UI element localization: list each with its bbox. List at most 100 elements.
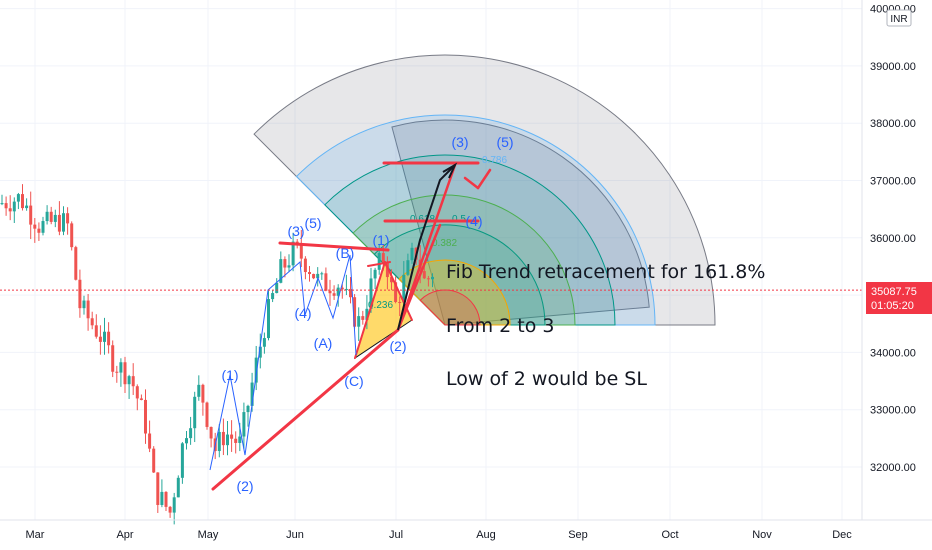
annotation-stop-loss: Low of 2 would be SL: [446, 368, 647, 390]
price-tick-label: 36000.00: [870, 233, 916, 245]
candle-body: [271, 293, 275, 300]
fib-fan-ring: [324, 154, 616, 326]
fib-level-label: 0.236: [368, 300, 393, 311]
month-tick-label: May: [198, 529, 219, 541]
candle-body: [205, 402, 209, 427]
wave-label: (3): [287, 223, 304, 239]
trend-line: [396, 163, 457, 332]
candle-body: [217, 431, 221, 452]
candle-body: [295, 241, 299, 244]
price-tick-label: 32000.00: [870, 462, 916, 474]
candle-body: [303, 258, 307, 273]
candle-body: [357, 316, 361, 327]
month-tick-label: Jul: [389, 529, 403, 541]
candle-body: [242, 412, 246, 437]
candle-body: [377, 253, 381, 270]
fib-fan-ring: [352, 194, 576, 326]
candle-body: [156, 472, 160, 505]
trend-drawings[interactable]: [209, 161, 492, 491]
candle-body: [115, 371, 119, 373]
candle-body: [238, 436, 242, 443]
candle-body: [312, 274, 316, 279]
candle-body: [152, 448, 156, 473]
trend-line: [211, 328, 400, 491]
candle-body: [221, 431, 225, 446]
candle-body: [135, 386, 139, 399]
candle-body: [332, 293, 336, 296]
price-tick-label: 39000.00: [870, 61, 916, 73]
candle-body: [103, 331, 106, 342]
candle-body: [320, 273, 324, 275]
fib-fan-inner: [391, 119, 650, 326]
impulse-arrow-head: [442, 162, 458, 179]
month-tick-label: Dec: [832, 529, 852, 541]
candle-body: [234, 438, 238, 443]
countdown-timer: 01:05:20: [871, 300, 914, 312]
candle-body: [287, 265, 291, 268]
candle-body: [21, 194, 24, 209]
candle-body: [123, 362, 127, 385]
candle-body: [250, 382, 254, 406]
candle-body: [66, 213, 70, 224]
month-tick-label: Apr: [116, 529, 133, 541]
candle-body: [406, 260, 410, 275]
candle-body: [316, 273, 320, 279]
candle-body: [37, 228, 41, 233]
wave-label: (3): [451, 134, 468, 150]
candle-body: [369, 278, 373, 309]
candle-body: [328, 290, 332, 294]
currency-badge[interactable]: INR: [886, 9, 912, 27]
candle-body: [82, 300, 86, 309]
wave-label: (5): [496, 134, 513, 150]
impulse-arrow: [397, 164, 456, 331]
candle-body: [390, 277, 393, 283]
candle-body: [29, 205, 33, 225]
candle-body: [398, 302, 402, 304]
candle-body: [336, 287, 340, 296]
candle-body: [86, 300, 90, 319]
candle-body: [193, 396, 197, 429]
candle-body: [291, 241, 295, 266]
candle-body: [33, 224, 37, 229]
candle-body: [25, 205, 29, 209]
fib-fan-outer: [253, 54, 716, 326]
wave-label: (1): [221, 367, 238, 383]
candle-body: [267, 299, 270, 339]
candle-body: [94, 325, 98, 337]
wave-path: [209, 254, 357, 471]
wave-label: (C): [344, 373, 363, 389]
candle-body: [410, 247, 414, 261]
candle-body: [172, 497, 176, 513]
trend-line: [463, 176, 480, 190]
month-tick-label: Nov: [752, 529, 772, 541]
price-tick-label: 34000.00: [870, 347, 916, 359]
candle-body: [176, 477, 180, 498]
time-axis[interactable]: Mar Apr May Jun Jul Aug Sep Oct Nov Dec: [0, 519, 932, 541]
annotation-fib-trend: Fib Trend retracement for 161.8%: [446, 261, 765, 283]
candle-body: [180, 443, 184, 478]
candle-body: [246, 405, 250, 413]
candle-body: [299, 243, 303, 259]
candle-body: [426, 278, 430, 280]
annotation-from-2-to-3: From 2 to 3: [446, 315, 554, 337]
svg-text:INR: INR: [890, 14, 907, 25]
candle-body: [4, 203, 8, 209]
candle-body: [160, 491, 164, 505]
trend-line: [384, 261, 413, 321]
candle-body: [197, 384, 201, 397]
candle-body: [344, 288, 348, 290]
candle-body: [373, 269, 377, 279]
candle-body: [422, 271, 426, 279]
wave-label: (B): [336, 245, 355, 261]
candle-body: [131, 376, 135, 387]
candle-body: [0, 203, 4, 205]
candle-body: [168, 506, 172, 513]
candle-body: [164, 491, 168, 507]
trend-line: [476, 168, 492, 190]
price-axis[interactable]: 32000.0033000.0034000.0035000.0036000.00…: [861, 0, 916, 520]
candle-body: [111, 345, 115, 372]
wave-label: (A): [314, 335, 333, 351]
candle-body: [365, 308, 369, 320]
